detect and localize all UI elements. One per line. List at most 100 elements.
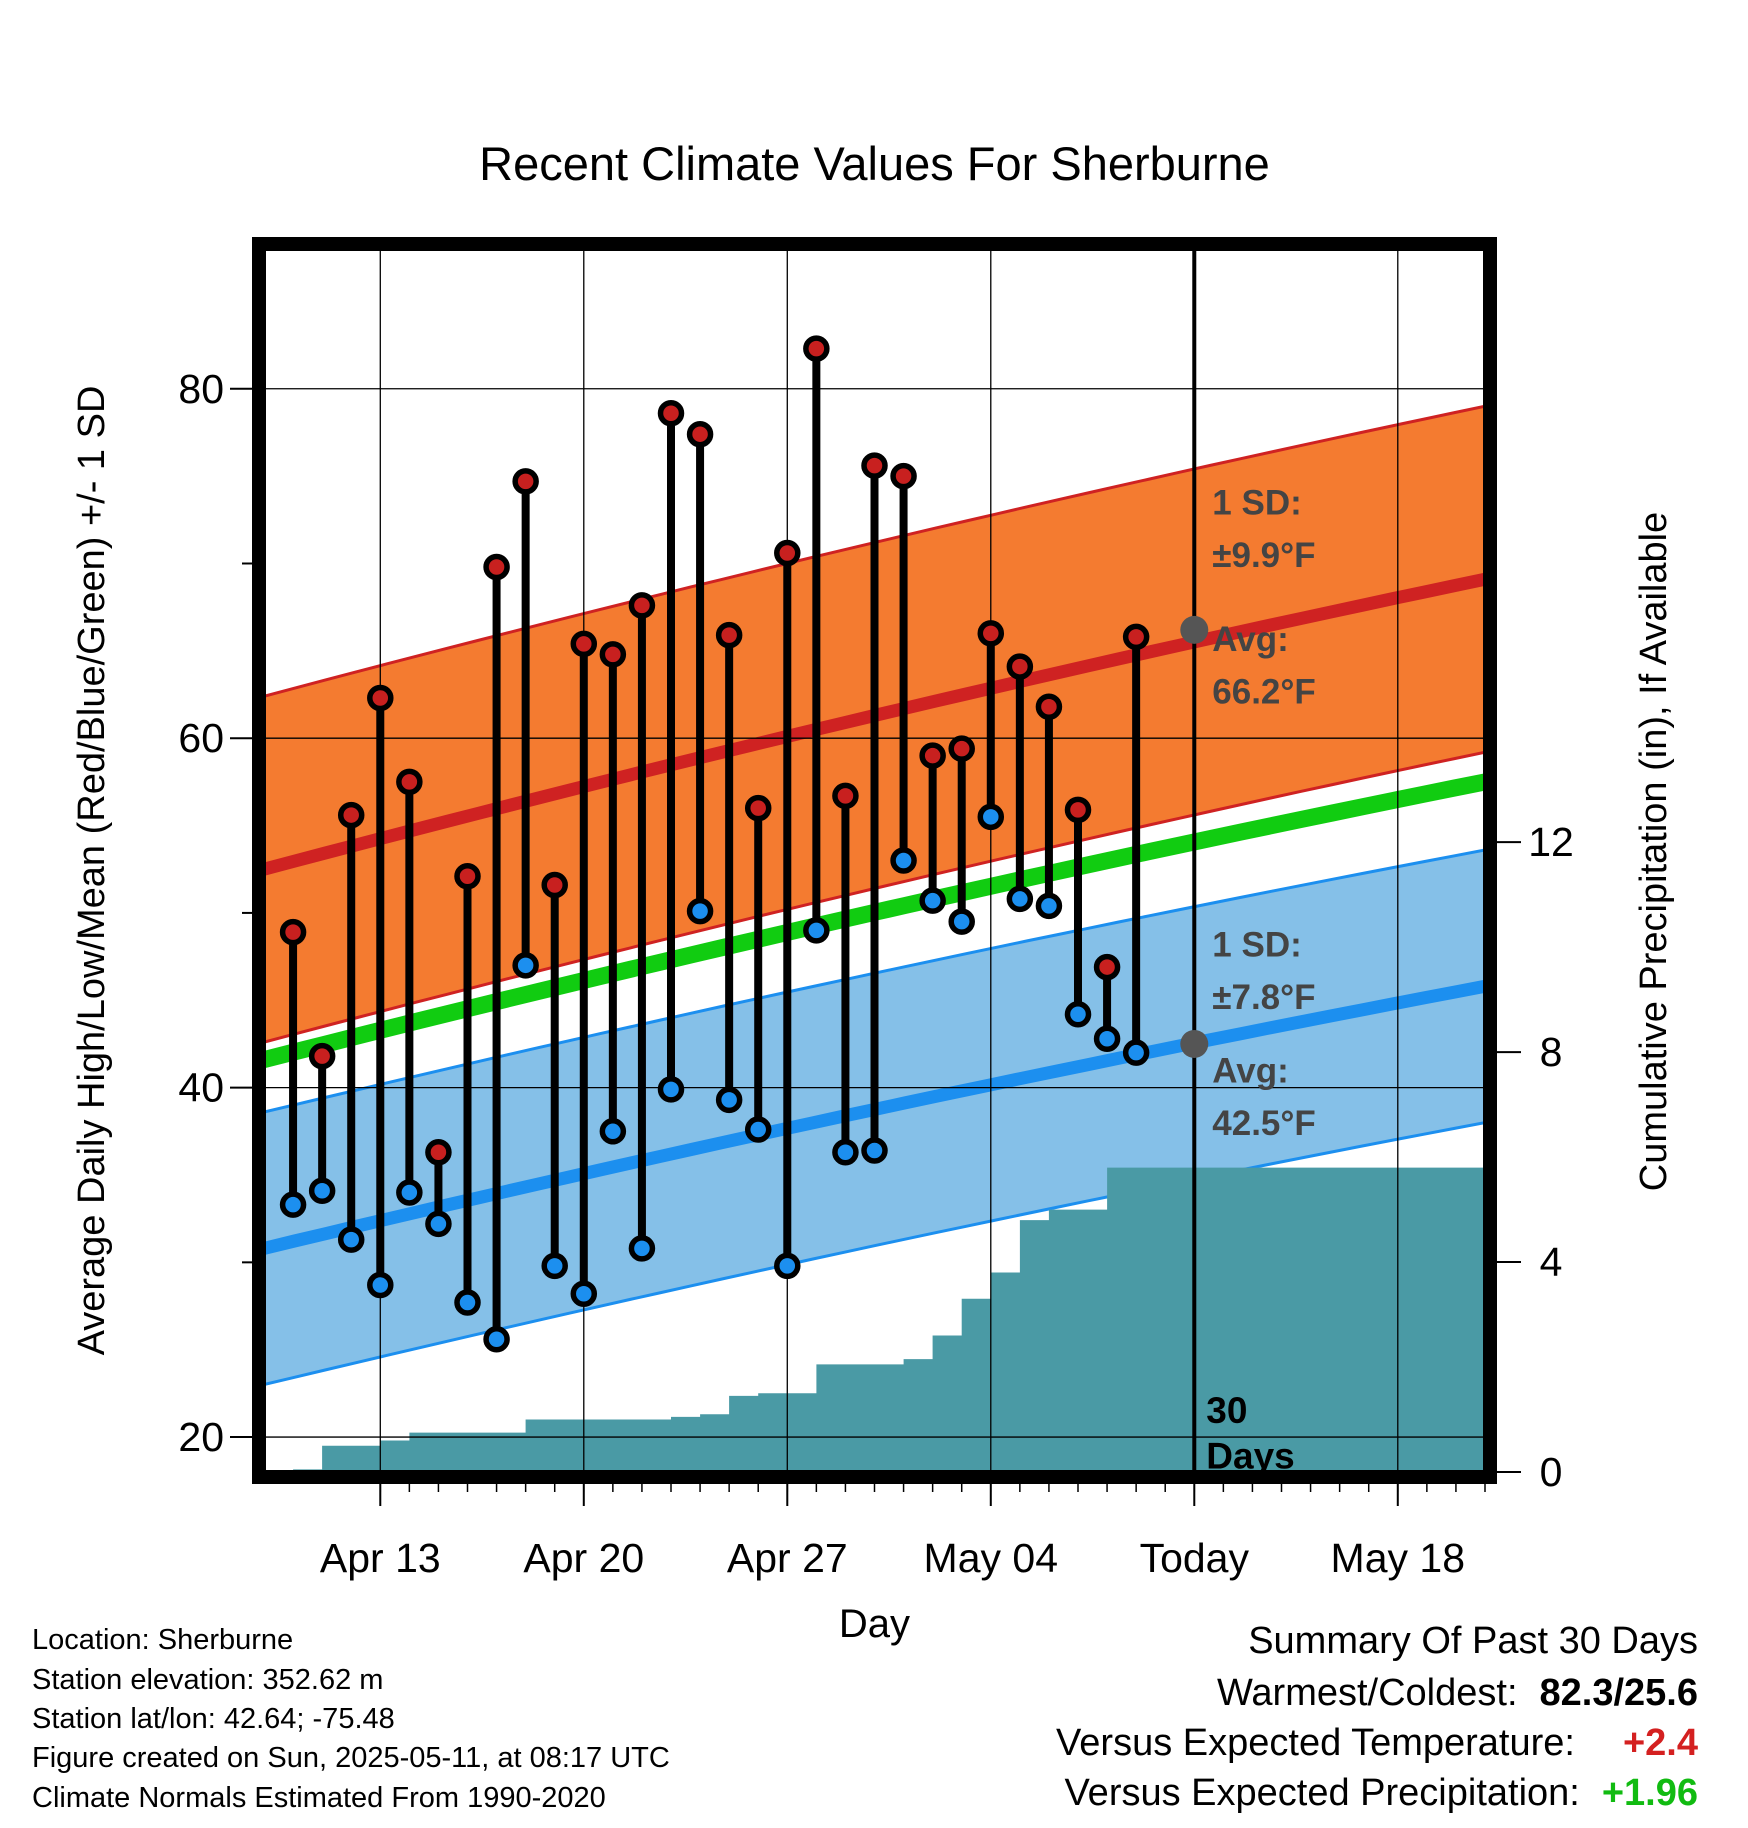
low-point-2025-04-21 [599,1118,627,1145]
y2-tick-label-4: 4 [1540,1239,1563,1285]
low-point-2025-04-23 [657,1076,685,1103]
y-tick-label-60: 60 [178,715,224,761]
high-point-2025-04-16 [454,862,481,890]
high-point-2025-04-29 [832,782,859,810]
low-point-2025-05-04 [977,803,1005,831]
footer-location: Location: Sherburne [32,1624,294,1656]
high-point-2025-04-18 [512,468,539,495]
low-point-2025-04-27 [774,1252,801,1280]
summary-title: Summary Of Past 30 Days [1248,1620,1698,1662]
low-sd-value: ±7.8°F [1212,978,1315,1017]
footer-elevation: Station elevation: 352.62 m [32,1664,384,1696]
y-axis-label: Average Daily High/Low/Mean (Red/Blue/Gr… [71,386,113,1356]
low-point-2025-04-15 [425,1210,452,1238]
high-point-2025-04-27 [774,539,801,567]
x-tick-label-2025-04-27: Apr 27 [727,1535,848,1581]
days-label-word: Days [1206,1436,1294,1477]
precipitation-area [293,1167,1485,1472]
high-point-2025-04-25 [715,621,743,649]
high-point-2025-04-23 [657,399,685,427]
high-point-2025-05-02 [919,742,946,769]
low-avg-marker [1180,1029,1209,1058]
x-axis: Apr 13 Apr 20 Apr 27 May 04 Today May 18 [320,1484,1486,1581]
y-tick-label-20: 20 [178,1414,224,1460]
high-point-2025-05-04 [977,620,1005,647]
high-point-2025-04-19 [541,871,568,899]
low-point-2025-04-20 [570,1280,598,1308]
low-point-2025-04-18 [512,952,539,979]
y2-axis-label: Cumulative Precipitation (in), If Availa… [1633,512,1675,1191]
high-point-2025-04-30 [861,452,888,479]
low-point-2025-04-13 [367,1271,394,1299]
summary-temperature-label: Versus Expected Temperature: [1056,1722,1575,1764]
x-tick-label-2025-04-13: Apr 13 [320,1535,441,1581]
summary-warmest-value: 82.3/25.6 [1539,1672,1698,1714]
summary-warmest-label: Warmest/Coldest: [1216,1672,1518,1714]
x-tick-label-2025-05-18: May 18 [1331,1535,1465,1581]
high-avg-value: 66.2°F [1212,672,1316,711]
y-tick-label-80: 80 [178,366,224,412]
days-label-number: 30 [1206,1390,1247,1431]
high-point-2025-04-12 [337,801,365,829]
low-point-2025-05-05 [1006,885,1034,913]
low-point-2025-05-02 [919,887,946,914]
high-point-2025-04-17 [483,553,510,581]
high-point-2025-05-03 [948,735,975,762]
low-point-2025-04-24 [686,897,714,925]
high-point-2025-04-28 [803,335,830,362]
footer-normals: Climate Normals Estimated From 1990-2020 [32,1782,606,1814]
plot-area: 1 SD: ±9.9°F Avg: 66.2°F 1 SD: ±7.8°F Avg: 42.5… [264,249,1485,1477]
low-point-2025-04-16 [454,1289,481,1316]
high-point-2025-04-21 [599,641,627,668]
summary-precipitation-label: Versus Expected Precipitation: [1064,1772,1580,1814]
low-point-2025-04-26 [744,1116,772,1143]
high-point-2025-05-01 [890,462,917,490]
high-point-2025-05-05 [1006,653,1034,680]
high-point-2025-05-08 [1093,953,1121,981]
high-point-2025-04-10 [279,918,307,946]
high-point-2025-04-20 [570,630,598,658]
y2-tick-label-8: 8 [1540,1029,1563,1075]
low-point-2025-04-25 [715,1086,743,1114]
low-point-2025-04-10 [279,1191,307,1218]
high-point-2025-05-09 [1122,623,1150,651]
y2-tick-label-0: 0 [1540,1449,1563,1495]
y-axis-left: 20 40 60 80 [178,366,252,1460]
high-sd-value: ±9.9°F [1212,536,1315,575]
y-axis-right: 0 4 8 12 [1497,819,1574,1495]
high-avg-label: Avg: [1212,620,1288,659]
daily-observations [279,335,1150,1353]
low-point-2025-05-01 [890,847,917,874]
low-point-2025-04-28 [803,917,830,944]
low-point-2025-04-11 [308,1177,336,1204]
low-point-2025-05-08 [1093,1025,1121,1052]
footer-created: Figure created on Sun, 2025-05-11, at 08… [32,1742,670,1774]
low-point-2025-05-07 [1064,1000,1092,1028]
summary-temperature-row: Versus Expected Temperature: +2.4 [1056,1722,1698,1765]
high-point-2025-04-24 [686,420,714,448]
low-avg-value: 42.5°F [1212,1104,1316,1143]
high-sd-label: 1 SD: [1212,484,1301,523]
low-point-2025-04-19 [541,1252,568,1280]
plot-frame [252,237,1497,1484]
y-tick-label-40: 40 [178,1065,224,1111]
high-point-2025-04-11 [308,1042,336,1070]
low-point-2025-05-09 [1122,1039,1150,1066]
low-point-2025-04-30 [861,1137,888,1164]
low-point-2025-04-14 [396,1179,423,1206]
summary-temperature-value: +2.4 [1622,1722,1698,1764]
low-point-2025-04-17 [483,1325,510,1353]
y2-tick-label-12: 12 [1528,819,1574,865]
low-sd-lower-line [264,1121,1485,1387]
summary-warmest-row: Warmest/Coldest: 82.3/25.6 [1217,1672,1698,1715]
low-sd-label: 1 SD: [1212,926,1301,965]
low-point-2025-05-03 [948,908,975,935]
x-axis-label: Day [839,1602,910,1646]
low-point-2025-04-22 [628,1235,656,1262]
high-point-2025-04-22 [628,592,656,619]
high-point-2025-04-14 [396,768,423,796]
summary-precipitation-value: +1.96 [1601,1772,1698,1814]
high-point-2025-05-07 [1064,796,1092,824]
low-avg-label: Avg: [1212,1051,1288,1090]
